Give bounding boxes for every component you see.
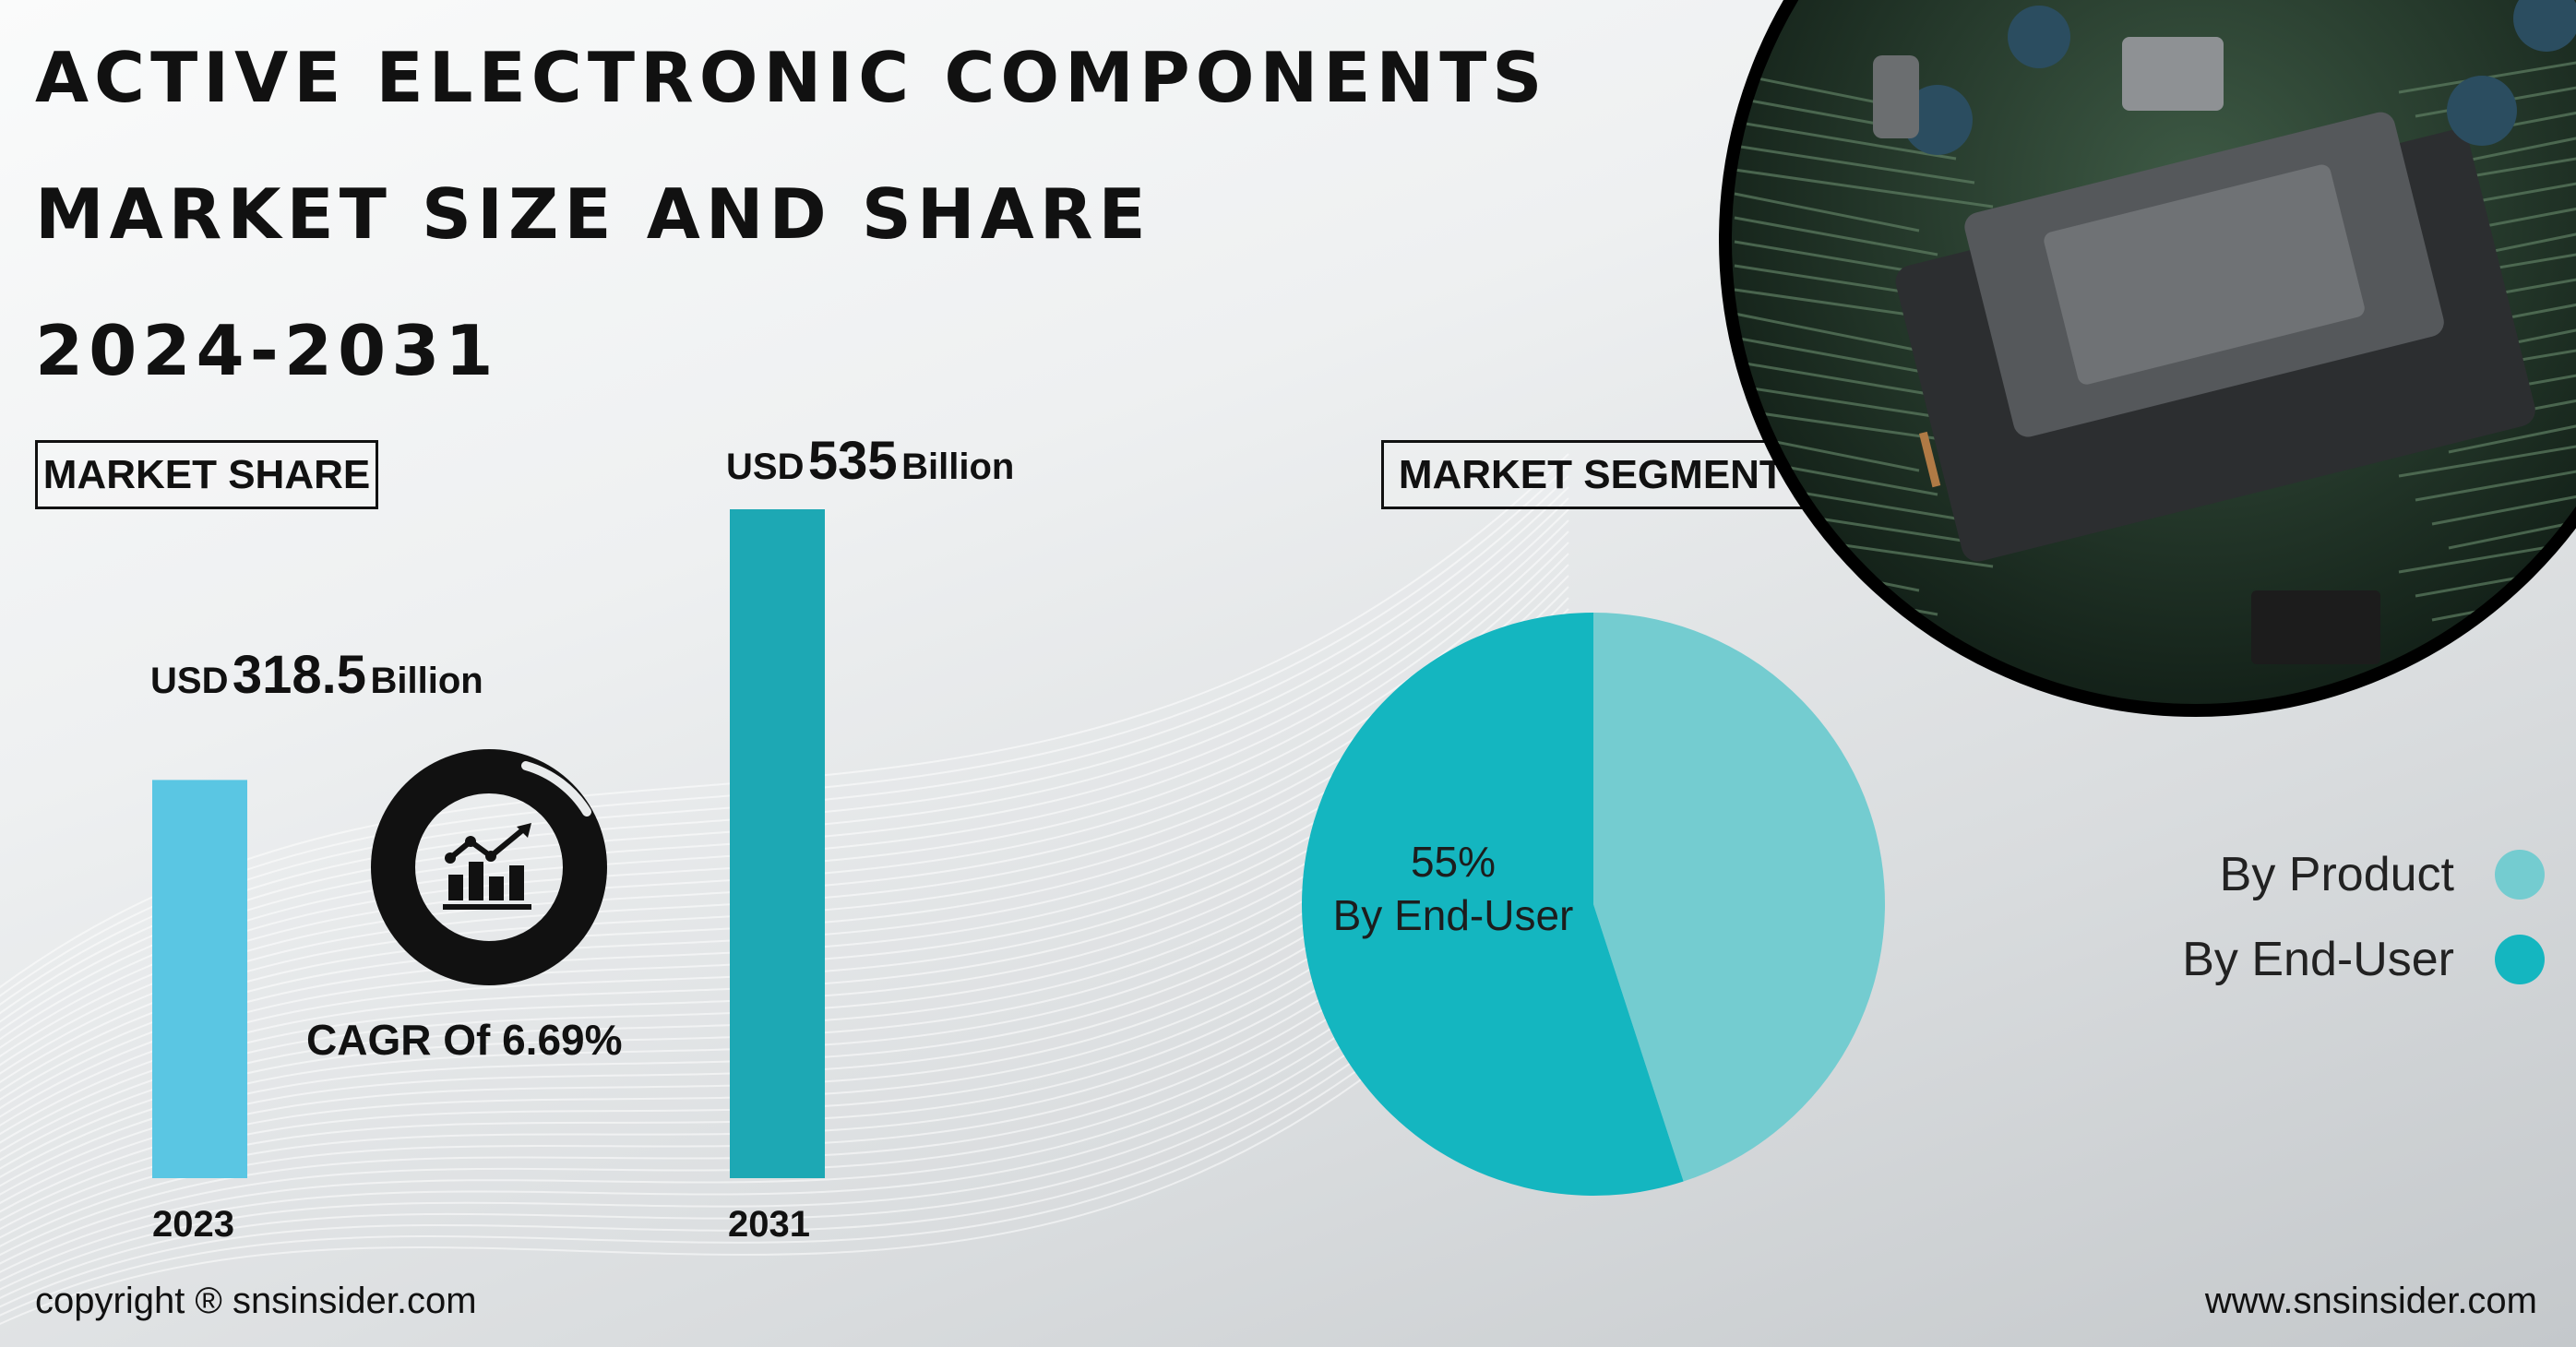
market-share-label: MARKET SHARE [35, 440, 378, 509]
pie-slice-by-product [1593, 613, 1885, 1182]
bar-2023-suffix: Billion [370, 661, 483, 701]
growth-chart-icon [443, 823, 531, 910]
pie-slice-percent: 55% [1410, 838, 1497, 886]
legend-label-by-end-user: By End-User [2182, 933, 2454, 986]
bar-2023-value: 318.5 [232, 645, 367, 705]
page-title: ACTIVE ELECTRONIC COMPONENTS MARKET SIZE… [35, 9, 1547, 419]
bar-2023-prefix: USD [150, 661, 229, 701]
legend-label-by-product: By Product [2219, 848, 2454, 901]
bar-2023 [152, 780, 247, 1178]
bar-2031-value: 535 [807, 431, 898, 491]
legend-item-by-end-user: By End-User [2182, 917, 2545, 1002]
title-line-1: ACTIVE ELECTRONIC COMPONENTS [35, 37, 1548, 118]
cagr-text: CAGR Of 6.69% [306, 1016, 623, 1064]
bar-2023-value-label: USD 318.5 Billion [150, 644, 483, 706]
legend-swatch-by-end-user [2495, 935, 2545, 984]
footer-copyright: copyright ® snsinsider.com [35, 1281, 477, 1321]
bar-2031-value-label: USD 535 Billion [726, 430, 1014, 492]
pie-slice-by-end-user [1302, 613, 1684, 1196]
pie-legend: By Product By End-User [2182, 832, 2545, 1002]
title-line-3: 2024-2031 [35, 310, 499, 391]
legend-item-by-product: By Product [2182, 832, 2545, 917]
category-label-2031: 2031 [728, 1204, 810, 1245]
legend-swatch-by-product [2495, 850, 2545, 900]
market-segments-label: MARKET SEGMENTS [1381, 440, 1829, 509]
pie-slice-label: 55% By End-User [1319, 835, 1587, 942]
title-line-2: MARKET SIZE AND SHARE [35, 173, 1151, 255]
bar-2031 [730, 509, 825, 1178]
category-label-2023: 2023 [152, 1204, 234, 1245]
bar-2031-suffix: Billion [901, 447, 1015, 487]
bar-2031-prefix: USD [726, 447, 805, 487]
footer-website-link[interactable]: www.snsinsider.com [2204, 1281, 2537, 1321]
pie-slice-name: By End-User [1332, 891, 1574, 939]
cagr-ring-highlight [521, 761, 591, 817]
cagr-ring-circle [371, 749, 607, 985]
